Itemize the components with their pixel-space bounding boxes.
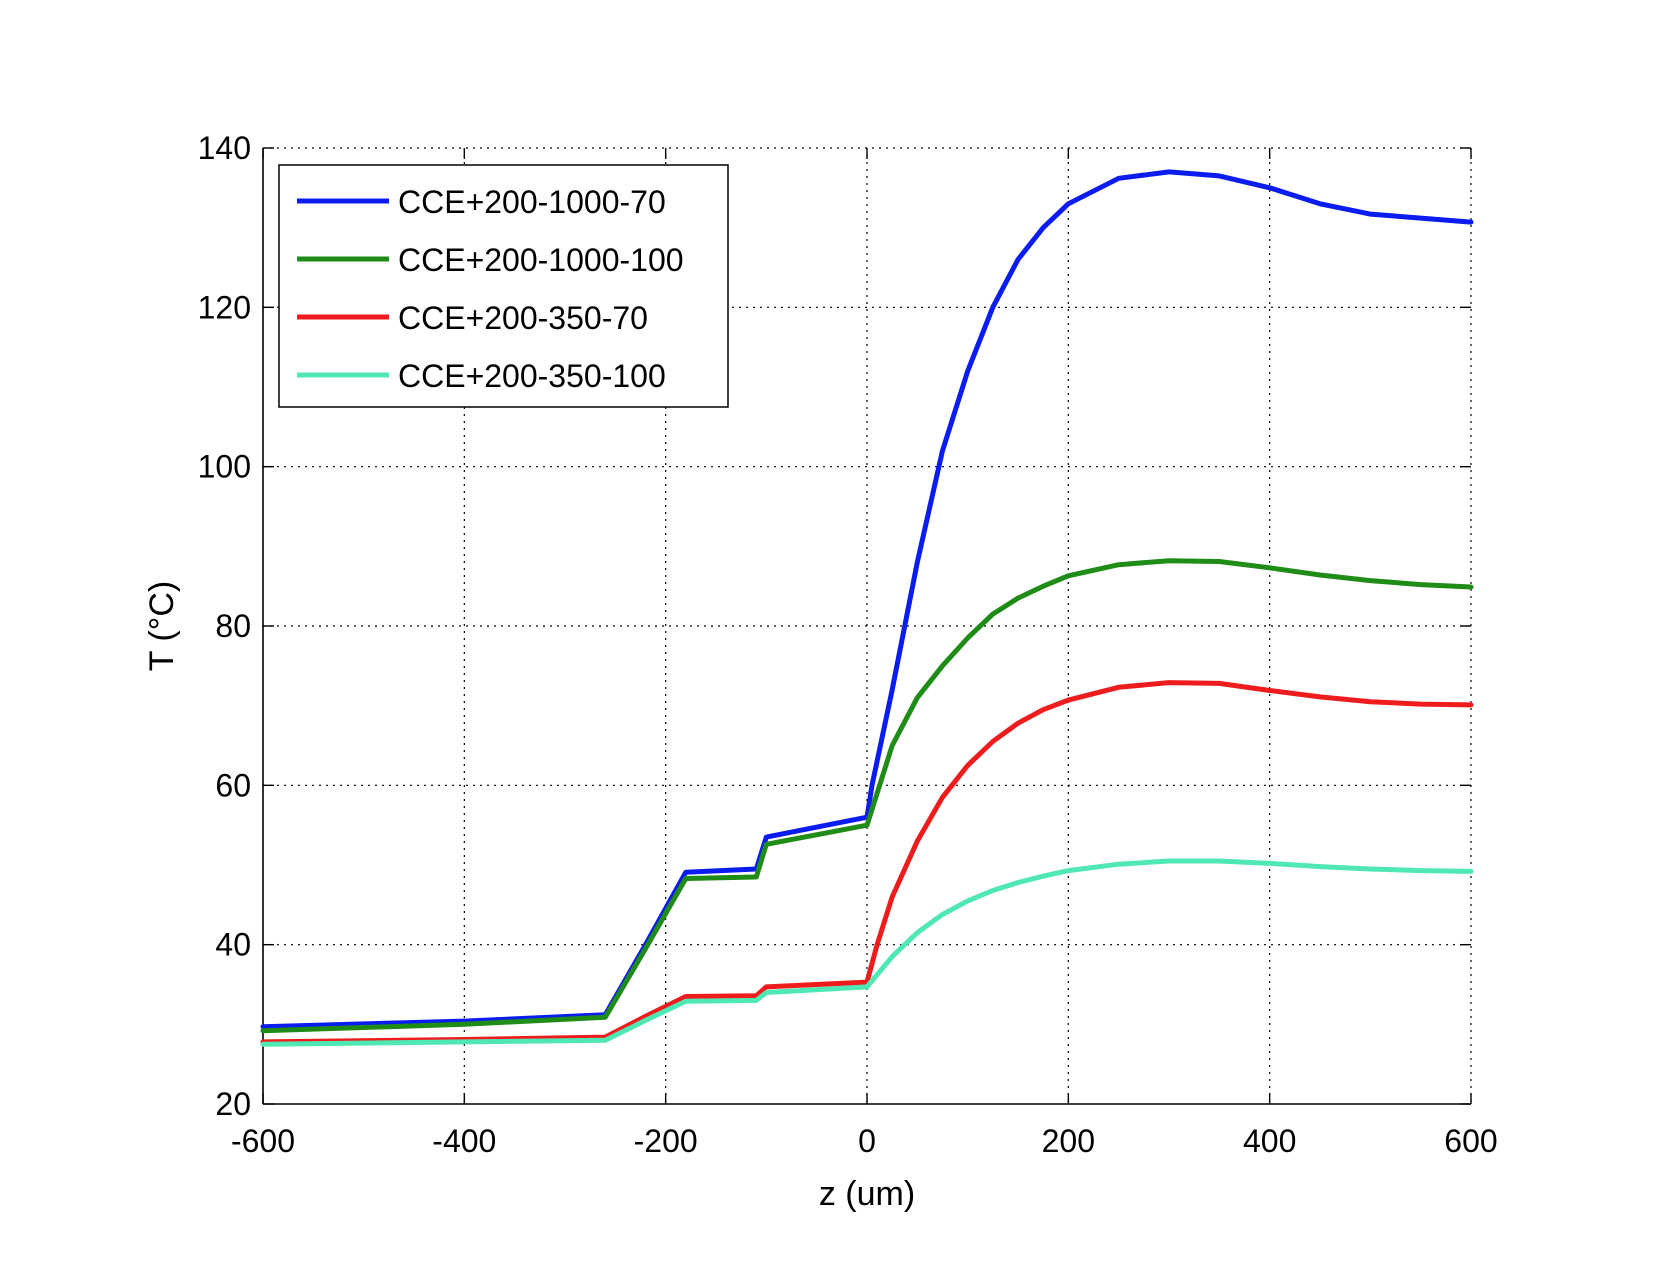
series-lines (260, 169, 1474, 1047)
y-tick-label: 60 (215, 767, 251, 803)
series-line-4 (260, 858, 1474, 1047)
y-tick-label: 100 (198, 449, 251, 485)
x-tick-label: -600 (231, 1123, 295, 1159)
legend-label-4: CCE+200-350-100 (398, 358, 666, 394)
y-axis-label: T (°C) (143, 581, 181, 671)
y-tick-label: 80 (215, 608, 251, 644)
x-tick-label: 200 (1042, 1123, 1095, 1159)
axes: -600 -400 -200 0 200 400 600 20 40 60 80 100 120 140 (198, 130, 1498, 1159)
y-tick-label: 120 (198, 289, 251, 325)
x-tick-label: 400 (1243, 1123, 1296, 1159)
series-line-3 (260, 680, 1474, 1045)
y-tick-label: 20 (215, 1086, 251, 1122)
legend-box (278, 164, 729, 408)
series-line-1 (260, 169, 1474, 1030)
y-tick-label: 40 (215, 927, 251, 963)
x-tick-label: 600 (1444, 1123, 1497, 1159)
x-axis-label: z (um) (819, 1175, 915, 1213)
y-tick-label: 140 (198, 130, 251, 166)
x-tick-label: 0 (858, 1123, 876, 1159)
legend-label-1: CCE+200-1000-70 (398, 184, 666, 220)
series-line-2 (260, 558, 1474, 1034)
legend-label-2: CCE+200-1000-100 (398, 242, 684, 278)
legend: CCE+200-1000-70 CCE+200-1000-100 CCE+200-3… (278, 164, 729, 408)
x-tick-label: -400 (432, 1123, 496, 1159)
x-tick-label: -200 (634, 1123, 698, 1159)
legend-label-3: CCE+200-350-70 (398, 300, 648, 336)
